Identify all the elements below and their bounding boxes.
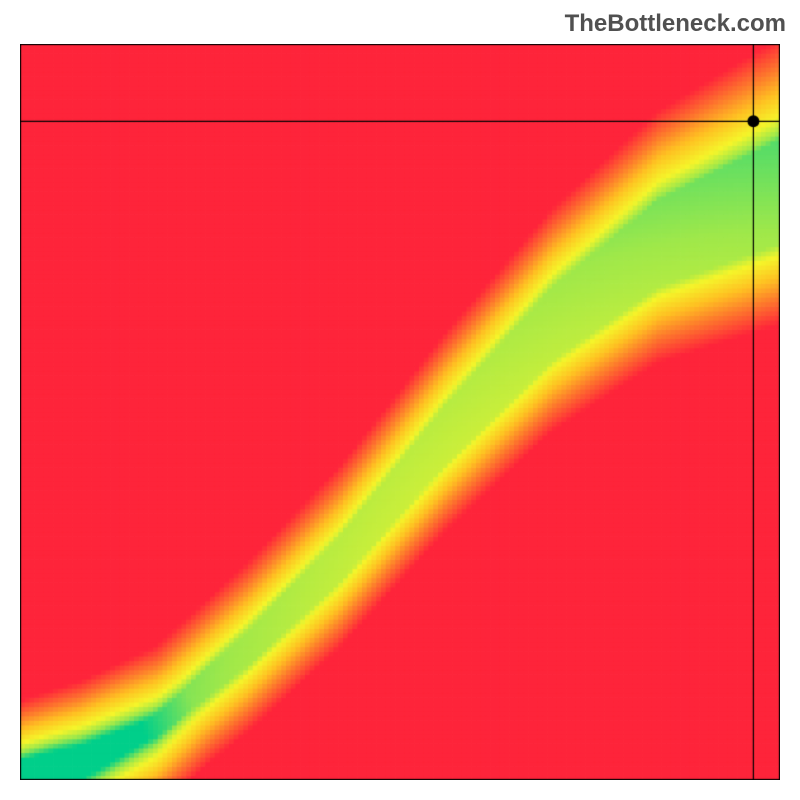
heatmap-canvas (20, 44, 780, 780)
heatmap-chart (20, 44, 780, 780)
watermark-text: TheBottleneck.com (565, 10, 786, 38)
